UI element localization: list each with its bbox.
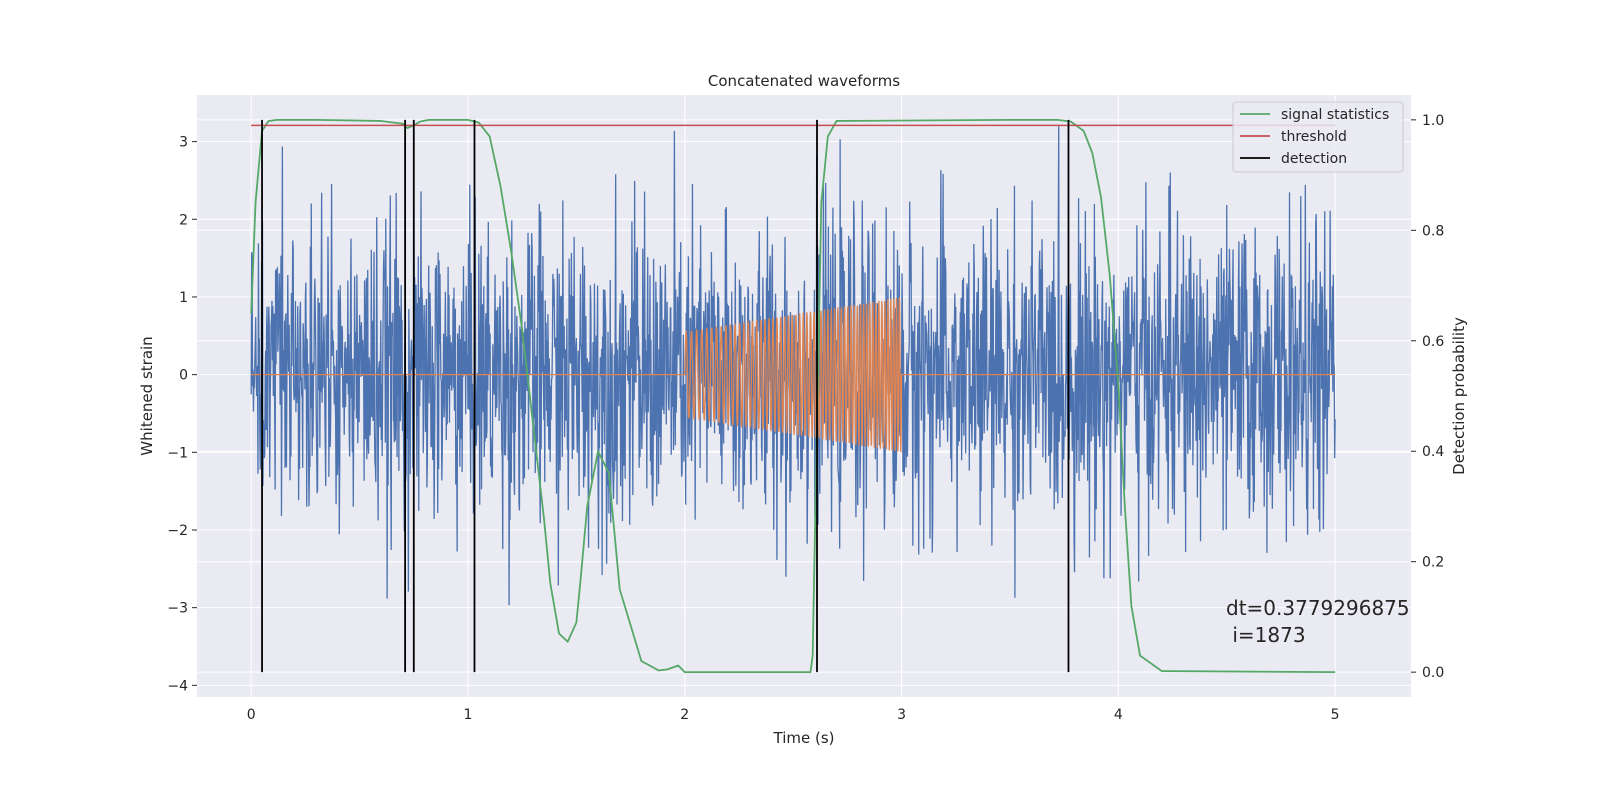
y2-axis-title: Detection probability	[1450, 317, 1468, 475]
y-axis-title: Whitened strain	[138, 336, 156, 455]
x-tick-label: 2	[680, 707, 689, 723]
y2-tick-label: 0.6	[1422, 334, 1444, 350]
annotation-index: i=1873	[1226, 623, 1306, 647]
x-tick-label: 1	[464, 707, 473, 723]
y2-tick-label: 0.0	[1422, 665, 1444, 681]
x-tick-label: 3	[897, 707, 906, 723]
x-tick-label: 5	[1331, 707, 1340, 723]
y2-tick-label: 0.2	[1422, 555, 1444, 571]
legend-label-detection: detection	[1281, 151, 1347, 167]
annotation-dt: dt=0.3779296875	[1226, 596, 1410, 620]
y-tick-label: 2	[179, 212, 188, 228]
y-tick-label: −2	[167, 523, 188, 539]
x-axis-title: Time (s)	[773, 729, 835, 747]
x-tick-label: 0	[247, 707, 256, 723]
y-tick-label: 1	[179, 290, 188, 306]
y-tick-label: 0	[179, 368, 188, 384]
x-tick-label: 4	[1114, 707, 1123, 723]
series-line-chirp	[251, 297, 1336, 453]
legend-label-threshold: threshold	[1281, 129, 1347, 145]
y-tick-label: 3	[179, 135, 188, 151]
y2-tick-label: 0.8	[1422, 223, 1444, 239]
legend-label-signal-statistics: signal statistics	[1281, 107, 1389, 123]
legend: signal statistics threshold detection	[1232, 101, 1404, 173]
series-layer	[250, 118, 1336, 674]
y2-tick-label: 0.4	[1422, 444, 1444, 460]
chart-title: Concatenated waveforms	[708, 72, 900, 90]
y-tick-label: −4	[167, 678, 188, 694]
y-tick-label: −1	[167, 445, 188, 461]
legend-box	[1232, 101, 1404, 173]
y2-tick-label: 1.0	[1422, 113, 1444, 129]
ticks-layer: 0 1 2 3 4 5 −4 −3 −2 −1 0 1 2 3 0.0 0.2 0.4 0.6 0.8 1.0	[167, 113, 1444, 723]
y-tick-label: −3	[167, 601, 188, 617]
